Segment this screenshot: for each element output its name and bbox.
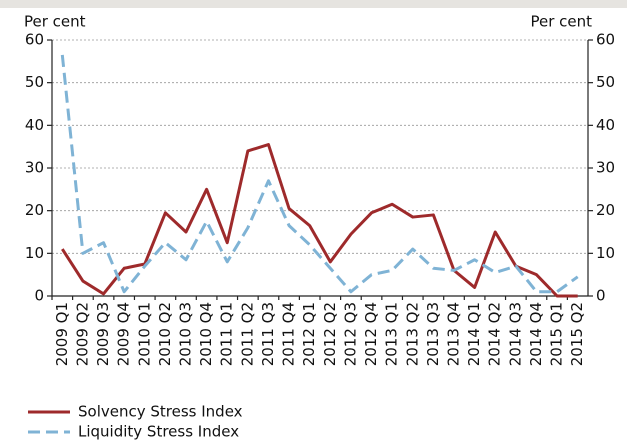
x-tick-label: 2013 Q3	[424, 302, 442, 366]
y-tick-label: 10	[25, 244, 44, 262]
series-line	[61, 143, 578, 298]
x-tick-label: 2013 Q1	[383, 302, 401, 366]
y-axis-label: Per cent	[24, 13, 86, 31]
y-tick-label: 40	[25, 116, 44, 134]
legend-label: Liquidity Stress Index	[78, 423, 239, 441]
x-tick-label: 2014 Q1	[465, 302, 483, 366]
top-band	[0, 0, 627, 8]
x-tick-label: 2012 Q3	[341, 302, 359, 366]
y-tick-label: 0	[34, 287, 44, 305]
x-tick-label: 2011 Q1	[218, 302, 236, 366]
x-tick-label: 2009 Q2	[73, 302, 91, 366]
y2-axis-label: Per cent	[530, 13, 592, 31]
x-tick-label: 2011 Q2	[238, 302, 256, 366]
y-tick-label: 50	[25, 73, 44, 91]
y-tick-label: 30	[25, 159, 44, 177]
x-tick-label: 2010 Q3	[177, 302, 195, 366]
y2-tick-label: 60	[596, 31, 615, 49]
x-tick-label: 2010 Q1	[135, 302, 153, 366]
x-tick-label: 2010 Q2	[156, 302, 174, 366]
x-tick-label: 2009 Q3	[94, 302, 112, 366]
x-tick-label: 2012 Q2	[321, 302, 339, 366]
x-tick-label: 2012 Q1	[300, 302, 318, 366]
y2-tick-label: 10	[596, 244, 615, 262]
x-tick-label: 2010 Q4	[197, 302, 215, 366]
x-tick-label: 2014 Q2	[486, 302, 504, 366]
x-tick-label: 2015 Q2	[568, 302, 586, 366]
series-line	[60, 54, 579, 294]
x-tick-label: 2012 Q4	[362, 302, 380, 366]
y-tick-label: 60	[25, 31, 44, 49]
x-tick-label: 2015 Q1	[548, 302, 566, 366]
x-tick-label: 2011 Q4	[280, 302, 298, 366]
x-tick-label: 2011 Q3	[259, 302, 277, 366]
y2-tick-label: 50	[596, 73, 615, 91]
x-tick-label: 2009 Q1	[53, 302, 71, 366]
y2-tick-label: 40	[596, 116, 615, 134]
x-tick-label: 2013 Q4	[445, 302, 463, 366]
x-tick-label: 2013 Q2	[403, 302, 421, 366]
y-tick-label: 20	[25, 201, 44, 219]
x-tick-label: 2014 Q3	[506, 302, 524, 366]
x-tick-label: 2014 Q4	[527, 302, 545, 366]
y2-tick-label: 0	[596, 287, 606, 305]
y2-tick-label: 20	[596, 201, 615, 219]
y2-tick-label: 30	[596, 159, 615, 177]
legend-label: Solvency Stress Index	[78, 403, 243, 421]
x-tick-label: 2009 Q4	[115, 302, 133, 366]
